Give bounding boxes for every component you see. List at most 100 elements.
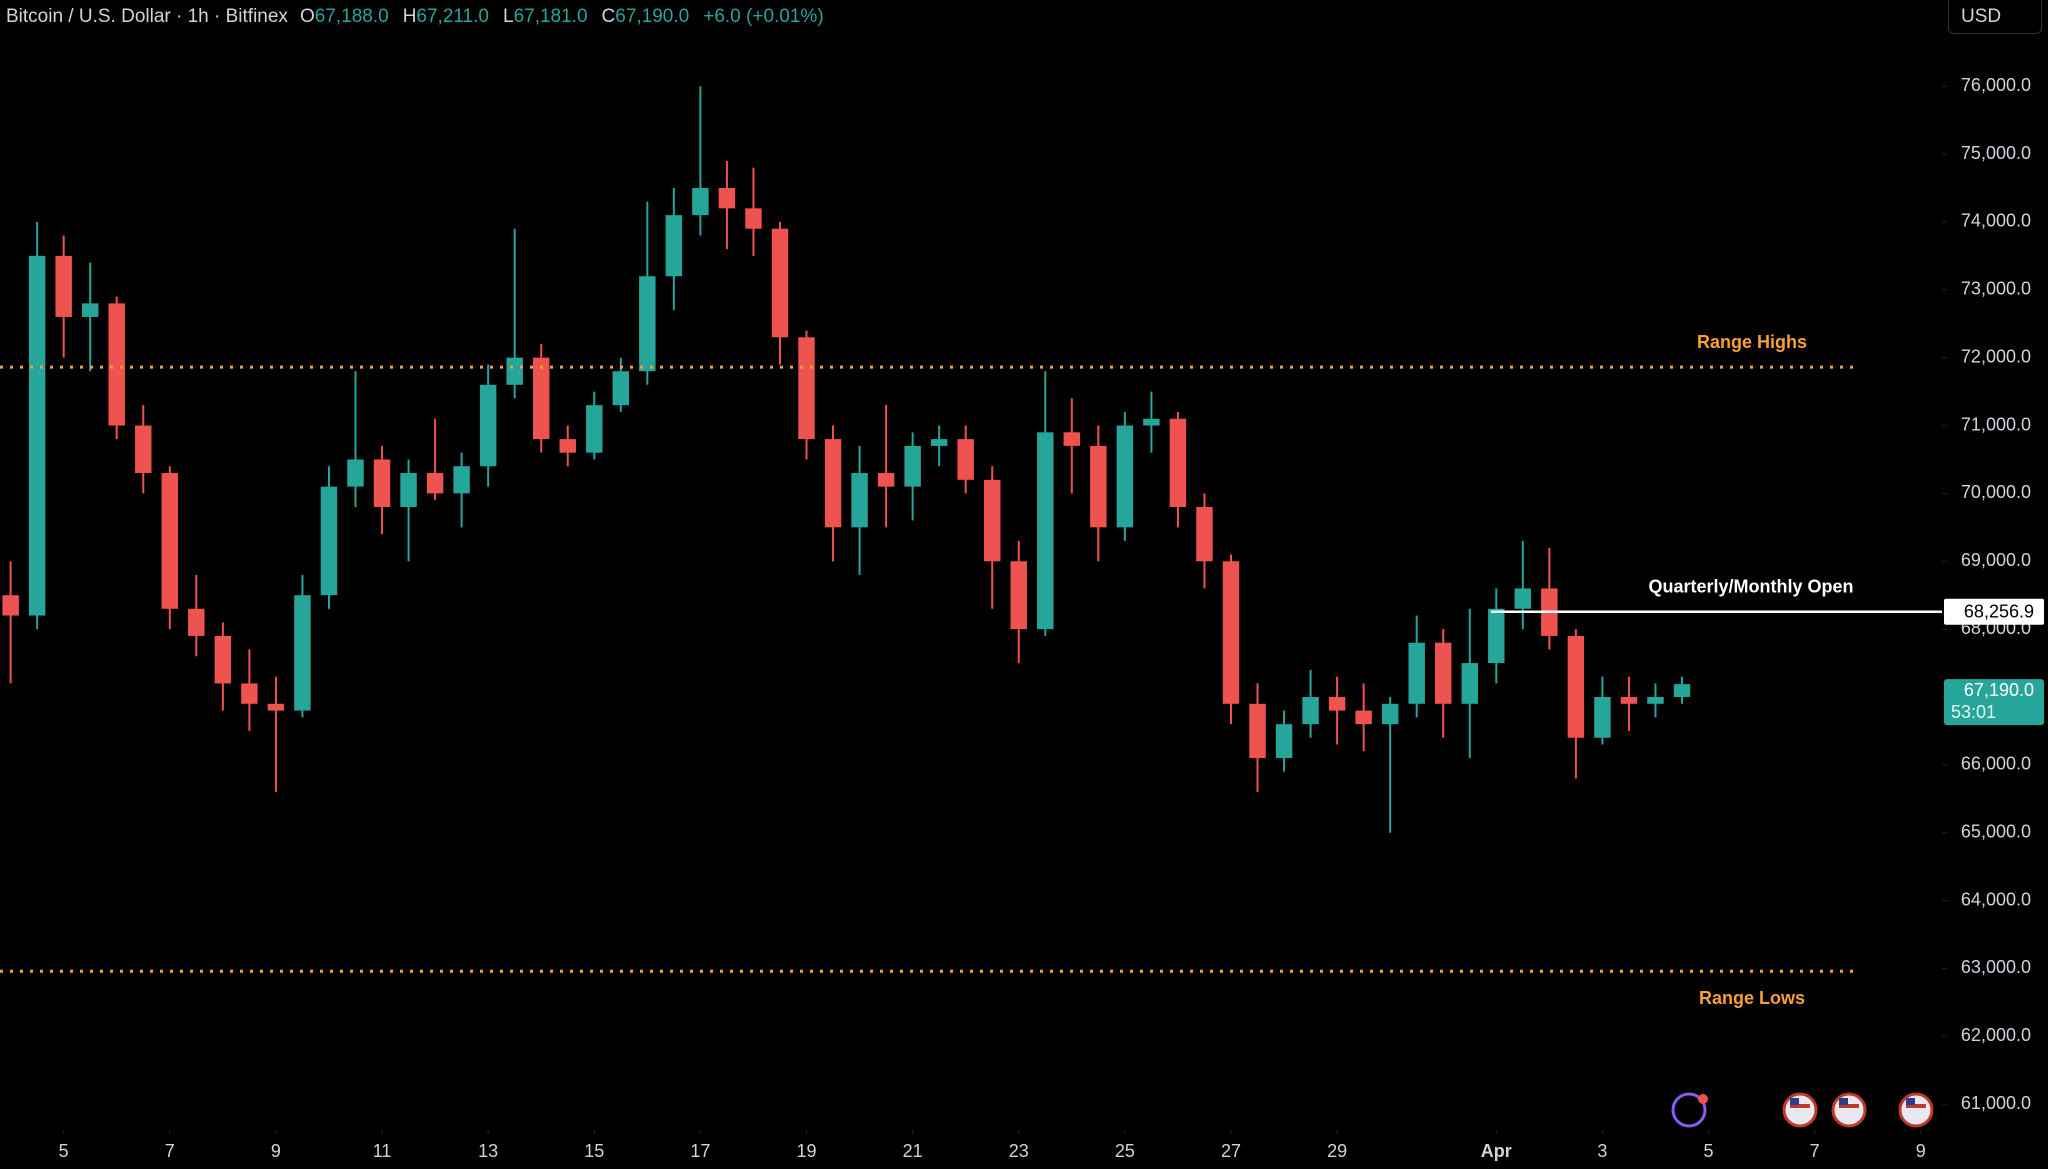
candle-body bbox=[426, 473, 444, 494]
candle-body bbox=[1090, 445, 1107, 528]
candle-body bbox=[2, 595, 19, 616]
x-tick-label: 27 bbox=[1221, 1141, 1241, 1161]
y-tick-label: 76,000.0 bbox=[1961, 75, 2031, 95]
x-tick-label: 21 bbox=[903, 1141, 923, 1161]
ohlc-value: 67,188.0 bbox=[314, 6, 389, 27]
candle-body bbox=[241, 683, 258, 704]
candle-body bbox=[1169, 418, 1187, 507]
event-flag bbox=[1898, 1092, 1934, 1128]
x-tick-label: 29 bbox=[1327, 1141, 1347, 1161]
candle-body bbox=[1010, 561, 1027, 630]
candle-body bbox=[639, 276, 656, 372]
candle-body bbox=[1647, 697, 1664, 704]
candle-body bbox=[824, 439, 842, 528]
y-tick-label: 66,000.0 bbox=[1961, 754, 2031, 774]
x-tick-label: 5 bbox=[1704, 1141, 1714, 1161]
candle-body bbox=[506, 357, 523, 385]
x-tick-label: 15 bbox=[584, 1141, 604, 1161]
candle-body bbox=[586, 405, 603, 453]
event-flag-canton bbox=[1906, 1098, 1915, 1105]
y-tick-label: 74,000.0 bbox=[1961, 211, 2031, 231]
price-tag-label: 68,256.9 bbox=[1964, 601, 2034, 621]
x-tick-label: 25 bbox=[1115, 1141, 1135, 1161]
candle-body bbox=[161, 473, 179, 609]
ohlc-value: 67,181.0 bbox=[513, 6, 588, 27]
event-flag bbox=[1782, 1092, 1818, 1128]
x-tick-label: 17 bbox=[690, 1141, 710, 1161]
candle-body bbox=[957, 439, 974, 480]
annotation-label: Range Lows bbox=[1699, 988, 1805, 1008]
y-tick-label: 70,000.0 bbox=[1961, 482, 2031, 502]
candle-body bbox=[851, 473, 868, 528]
candle-body bbox=[983, 479, 1001, 562]
ohlc-key: C bbox=[601, 6, 616, 27]
candle-body bbox=[771, 228, 789, 338]
event-flag-stripe bbox=[1790, 1104, 1810, 1108]
y-tick-label: 72,000.0 bbox=[1961, 346, 2031, 366]
assistant-dot bbox=[1698, 1094, 1708, 1104]
candle-body bbox=[1063, 432, 1081, 446]
x-tick-label: 13 bbox=[478, 1141, 498, 1161]
candle-body bbox=[745, 208, 762, 229]
candle-body bbox=[1381, 703, 1399, 725]
event-flag-stripe bbox=[1839, 1104, 1859, 1108]
candle-body bbox=[1355, 710, 1372, 725]
candle-body bbox=[1116, 425, 1134, 528]
candle-body bbox=[532, 357, 550, 440]
candle-body bbox=[1435, 642, 1452, 704]
x-tick-label: 19 bbox=[796, 1141, 816, 1161]
candle-body bbox=[1408, 642, 1425, 704]
y-tick-label: 73,000.0 bbox=[1961, 279, 2031, 299]
candle-body bbox=[718, 187, 736, 209]
last-price-tag bbox=[1944, 679, 2044, 726]
candle-body bbox=[1143, 418, 1160, 426]
candle-body bbox=[28, 255, 46, 616]
ohlc: O67,188.0 H67,211.0 L67,181.0 C67,190.0 bbox=[300, 6, 703, 27]
annotation-label: Quarterly/Monthly Open bbox=[1648, 576, 1853, 596]
candle-body bbox=[692, 187, 709, 216]
x-tick-label: 3 bbox=[1597, 1141, 1607, 1161]
candle-body bbox=[1514, 588, 1532, 609]
x-tick-label: 9 bbox=[1916, 1141, 1926, 1161]
candle-body bbox=[453, 466, 470, 494]
assistant-icon bbox=[1671, 1092, 1707, 1128]
x-tick-label: 5 bbox=[59, 1141, 69, 1161]
x-tick-label: 23 bbox=[1009, 1141, 1029, 1161]
candle-body bbox=[877, 473, 895, 487]
ohlc-value: 67,211.0 bbox=[416, 6, 489, 27]
y-tick-label: 69,000.0 bbox=[1961, 550, 2031, 570]
candle-body bbox=[904, 445, 921, 487]
candle-body bbox=[108, 303, 125, 426]
candle-body bbox=[267, 703, 285, 711]
candle-body bbox=[81, 303, 99, 317]
candle-body bbox=[1196, 506, 1213, 562]
x-tick-label: 9 bbox=[271, 1141, 281, 1161]
candle-body bbox=[612, 371, 630, 406]
y-tick-label: 71,000.0 bbox=[1961, 414, 2031, 434]
x-tick-label: 7 bbox=[1810, 1141, 1820, 1161]
candle-body bbox=[1037, 432, 1054, 630]
ohlc-value: 67,190.0 bbox=[615, 6, 690, 27]
last-price-label: 67,190.0 bbox=[1964, 680, 2034, 700]
candle-body bbox=[320, 486, 338, 596]
x-tick-label: 11 bbox=[373, 1141, 392, 1161]
event-flag-canton bbox=[1839, 1098, 1848, 1105]
ohlc-key: O bbox=[299, 6, 315, 27]
symbol: Bitcoin / U.S. Dollar · 1h · Bitfinex bbox=[6, 6, 288, 27]
candle-body bbox=[373, 459, 391, 507]
candle-body bbox=[665, 215, 683, 277]
ohlc-key: H bbox=[402, 6, 417, 27]
currency-button[interactable]: USD bbox=[1948, 0, 2042, 34]
candle-body bbox=[214, 635, 232, 684]
y-tick-label: 62,000.0 bbox=[1961, 1025, 2031, 1045]
candle-body bbox=[1302, 697, 1319, 725]
candle-body bbox=[1249, 703, 1266, 759]
candle-body bbox=[559, 439, 576, 453]
y-tick-label: 75,000.0 bbox=[1961, 143, 2031, 163]
candle-body bbox=[1567, 635, 1585, 738]
y-tick-label: 65,000.0 bbox=[1961, 821, 2031, 841]
candle-body bbox=[188, 608, 205, 636]
countdown: 53:01 bbox=[1951, 702, 1996, 722]
y-tick-label: 63,000.0 bbox=[1961, 957, 2031, 977]
